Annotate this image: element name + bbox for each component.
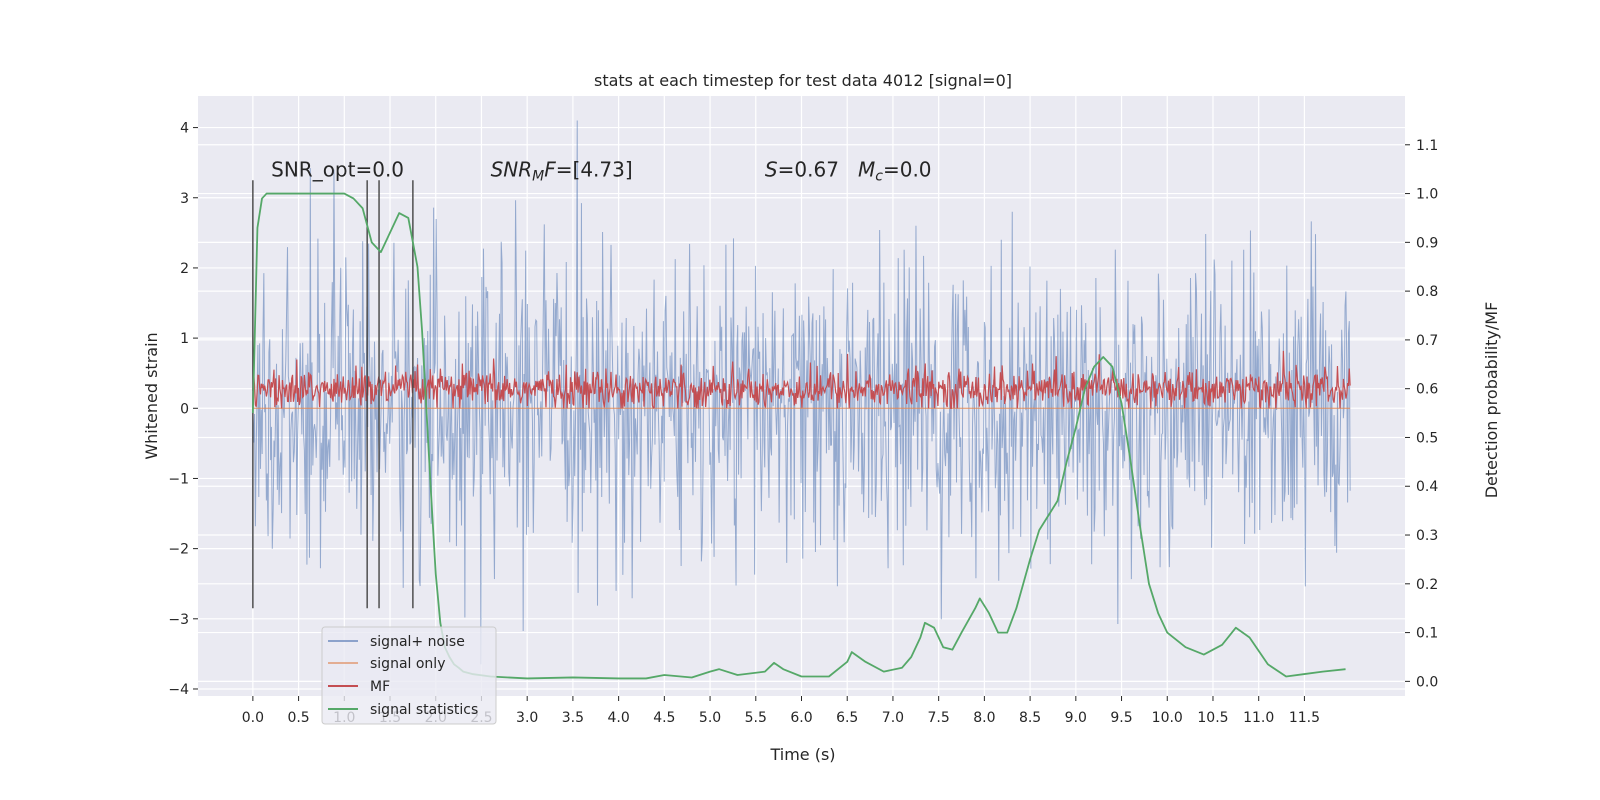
legend-entry-signal-noise: signal+ noise [328, 634, 465, 650]
x-tick-label: 9.0 [1065, 710, 1087, 726]
legend-label: signal+ noise [370, 634, 465, 650]
legend-box [321, 626, 497, 725]
x-tick-label: 3.0 [516, 710, 538, 726]
x-axis-label: Time (s) [769, 745, 835, 764]
x-tick-label: 8.5 [1019, 710, 1041, 726]
y2-tick-label: 0.9 [1416, 235, 1438, 251]
y2-tick-label: 0.5 [1416, 430, 1438, 446]
x-tick-label: 6.5 [836, 710, 858, 726]
y2-tick-label: 0.7 [1416, 333, 1438, 349]
y2-tick-label: 1.0 [1416, 187, 1438, 203]
y-tick-label: −2 [168, 542, 189, 558]
x-tick-label: 0.0 [242, 710, 264, 726]
x-tick-label: 8.0 [973, 710, 995, 726]
y-axis-label: Whitened strain [142, 332, 161, 459]
y-tick-label: −3 [168, 612, 189, 628]
y-tick-label: 0 [180, 401, 189, 417]
x-tick-label: 4.5 [653, 710, 675, 726]
series-layer [251, 120, 1351, 680]
y2-tick-label: 0.3 [1416, 528, 1438, 544]
y2-tick-label: 0.2 [1416, 577, 1438, 593]
right-axis: 0.0 0.1 0.2 0.3 0.4 0.5 0.6 0.7 0.8 0.9 1.0 1.1 [1405, 138, 1438, 690]
legend-entry-mf: MF [328, 679, 390, 695]
y-tick-label: 1 [180, 331, 189, 347]
x-tick-label: 10.0 [1152, 710, 1183, 726]
x-tick-label: 5.5 [745, 710, 767, 726]
legend-label: signal statistics [370, 702, 478, 718]
y2-tick-label: 1.1 [1416, 138, 1438, 154]
y2-tick-label: 0.0 [1416, 674, 1438, 690]
x-tick-label: 9.5 [1110, 710, 1132, 726]
y2-tick-label: 0.8 [1416, 284, 1438, 300]
y-tick-label: 3 [180, 191, 189, 207]
legend-label: signal only [370, 656, 445, 672]
snr-mf-annotation: SNRMF=[4.73] [491, 158, 633, 185]
annotations: SNR_opt=0.0 SNRMF=[4.73] S=0.67 Mc=0.0 [271, 158, 931, 185]
x-tick-label: 11.5 [1289, 710, 1320, 726]
y-tick-label: −4 [168, 682, 189, 698]
x-tick-label: 11.0 [1243, 710, 1274, 726]
x-tick-label: 7.5 [928, 710, 950, 726]
x-tick-label: 6.0 [790, 710, 812, 726]
legend-label: MF [370, 679, 390, 695]
legend-entry-signal-only: signal only [328, 656, 445, 672]
series-mf [252, 350, 1351, 409]
y-tick-label: 2 [180, 261, 189, 277]
chart-title: stats at each timestep for test data 401… [594, 71, 1012, 90]
legend: signal+ noise signal only MF signal stat… [321, 626, 497, 725]
legend-entry-signal-statistics: signal statistics [328, 702, 478, 718]
series-signal-statistics [251, 192, 1346, 680]
y2-tick-label: 0.4 [1416, 479, 1438, 495]
x-tick-label: 0.5 [287, 710, 309, 726]
y-tick-label: 4 [180, 121, 189, 137]
y2-tick-label: 0.1 [1416, 626, 1438, 642]
s-mc-annotation: S=0.67 Mc=0.0 [765, 158, 932, 185]
x-tick-label: 3.5 [562, 710, 584, 726]
x-tick-label: 5.0 [699, 710, 721, 726]
left-axis: −4 −3 −2 −1 0 1 2 3 4 [168, 121, 198, 698]
x-tick-label: 7.0 [882, 710, 904, 726]
y2-axis-label: Detection probability/MF [1482, 302, 1501, 499]
y2-tick-label: 0.6 [1416, 382, 1438, 398]
y-tick-label: −1 [168, 471, 189, 487]
x-tick-label: 4.0 [607, 710, 629, 726]
x-tick-label: 10.5 [1197, 710, 1228, 726]
snr-opt-annotation: SNR_opt=0.0 [271, 158, 404, 182]
